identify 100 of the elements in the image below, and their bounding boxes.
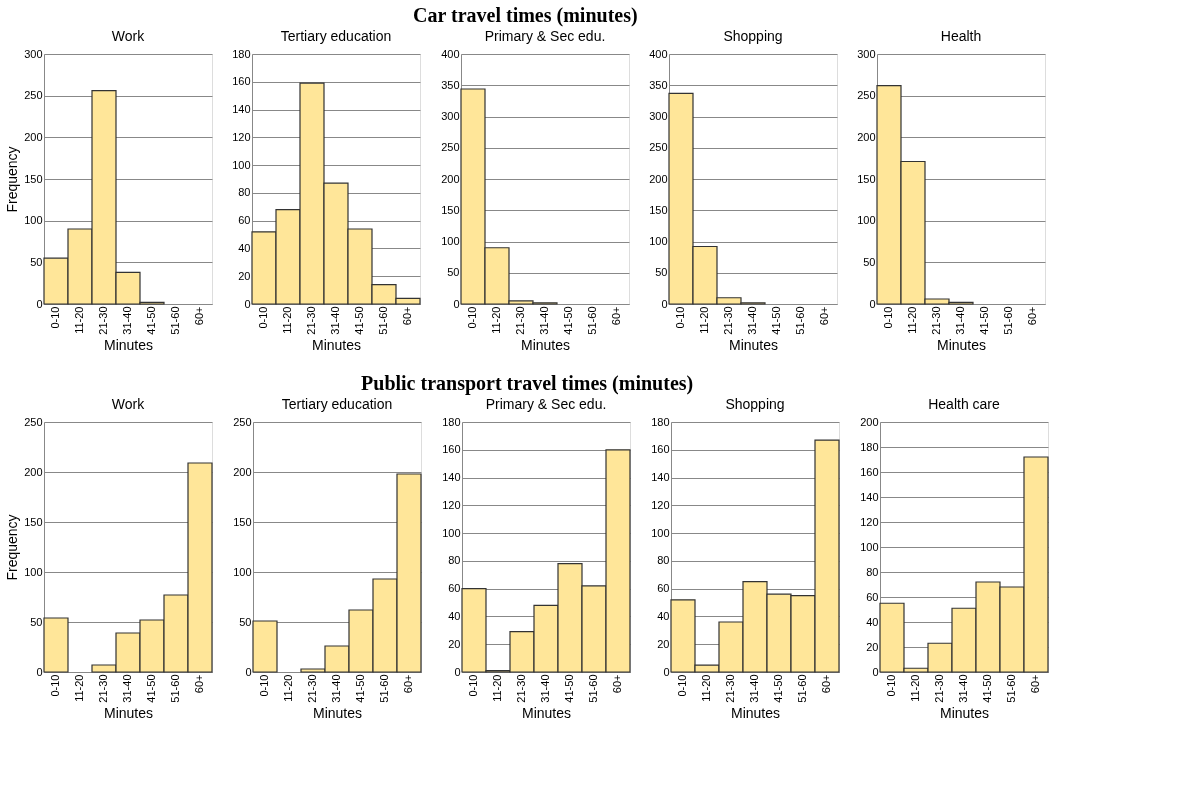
y-tick-label: 0 <box>869 297 876 310</box>
y-tick-label: 300 <box>649 110 668 122</box>
chart-title: Shopping <box>725 396 785 412</box>
x-tick-label: 41-50 <box>563 674 575 703</box>
y-tick-label: 250 <box>857 89 876 102</box>
y-tick-label: 50 <box>30 255 43 268</box>
x-tick-label: 11-20 <box>491 674 503 702</box>
x-axis-title: Minutes <box>728 336 779 353</box>
x-tick-label: 41-50 <box>353 306 365 335</box>
chart-title: Health care <box>928 396 1001 412</box>
y-tick-label: 200 <box>24 130 43 143</box>
x-tick-label: 60+ <box>193 674 205 694</box>
x-tick-label: 31-40 <box>746 306 758 335</box>
y-tick-label: 160 <box>442 443 461 456</box>
y-tick-label: 80 <box>238 186 251 199</box>
x-tick-label: 51-60 <box>586 306 598 335</box>
x-tick-label: 21-30 <box>722 306 734 335</box>
x-tick-label: 51-60 <box>377 306 389 335</box>
y-tick-label: 180 <box>232 47 251 60</box>
x-axis-title: Minutes <box>103 336 154 353</box>
x-tick-label: 0-10 <box>882 306 894 329</box>
x-tick-label: 41-50 <box>145 306 157 335</box>
y-tick-label: 100 <box>232 158 251 171</box>
y-tick-label: 0 <box>36 665 43 678</box>
x-tick-label: 11-20 <box>906 306 918 334</box>
x-tick-label: 21-30 <box>933 674 945 703</box>
y-tick-label: 0 <box>36 297 43 310</box>
x-tick-label: 60+ <box>611 674 623 694</box>
x-tick-label: 41-50 <box>981 674 993 703</box>
y-tick-label: 50 <box>447 266 460 279</box>
y-tick-label: 140 <box>860 490 879 503</box>
y-tick-label: 40 <box>866 615 879 628</box>
chart-title: Shopping <box>723 28 783 44</box>
y-tick-label: 20 <box>657 637 670 650</box>
y-tick-label: 50 <box>655 266 668 279</box>
x-tick-label: 41-50 <box>770 306 782 335</box>
x-tick-label: 11-20 <box>282 674 294 702</box>
y-tick-label: 100 <box>649 235 668 247</box>
x-tick-label: 31-40 <box>748 674 760 703</box>
x-tick-label: 0-10 <box>257 306 269 329</box>
y-tick-label: 40 <box>238 241 251 254</box>
x-axis-title: Minutes <box>939 704 990 721</box>
y-tick-label: 60 <box>657 582 670 595</box>
x-tick-label: 41-50 <box>772 674 784 703</box>
x-axis-title: Minutes <box>730 704 781 721</box>
x-tick-label: 21-30 <box>97 674 109 703</box>
y-tick-label: 250 <box>441 141 460 154</box>
x-tick-label: 51-60 <box>796 674 808 703</box>
x-tick-label: 0-10 <box>676 674 688 697</box>
chart-title: Work <box>111 28 146 44</box>
chart-title: Health <box>940 28 982 44</box>
x-tick-label: 31-40 <box>121 306 133 335</box>
x-tick-label: 21-30 <box>514 306 526 335</box>
y-tick-label: 100 <box>24 214 43 227</box>
x-tick-label: 60+ <box>402 674 414 694</box>
x-tick-label: 21-30 <box>306 674 318 703</box>
x-tick-label: 0-10 <box>885 674 897 697</box>
x-tick-label: 51-60 <box>169 674 181 703</box>
chart-title: Work <box>111 396 146 412</box>
x-axis-title: Minutes <box>521 704 572 721</box>
chart-title: Tertiary education <box>281 396 393 412</box>
x-axis-title: Minutes <box>520 336 571 353</box>
x-tick-label: 11-20 <box>281 306 293 334</box>
y-tick-label: 400 <box>649 47 668 60</box>
x-tick-label: 41-50 <box>562 306 574 335</box>
y-tick-label: 0 <box>454 665 461 678</box>
y-tick-label: 250 <box>24 89 43 102</box>
y-tick-label: 350 <box>649 78 668 91</box>
x-tick-label: 11-20 <box>909 674 921 702</box>
x-tick-label: 51-60 <box>1002 306 1014 335</box>
x-tick-label: 21-30 <box>930 306 942 335</box>
y-tick-label: 180 <box>860 440 879 453</box>
x-tick-label: 0-10 <box>466 306 478 329</box>
y-tick-label: 200 <box>857 130 876 143</box>
y-tick-label: 300 <box>24 47 43 60</box>
y-tick-label: 150 <box>233 515 252 528</box>
x-tick-label: 51-60 <box>794 306 806 335</box>
x-tick-label: 31-40 <box>330 674 342 703</box>
y-tick-label: 300 <box>857 47 876 60</box>
x-tick-label: 31-40 <box>539 674 551 703</box>
y-tick-label: 150 <box>649 203 668 216</box>
y-tick-label: 400 <box>441 47 460 60</box>
y-tick-label: 350 <box>441 78 460 91</box>
y-tick-label: 150 <box>857 172 876 185</box>
x-tick-label: 51-60 <box>1005 674 1017 703</box>
x-tick-label: 31-40 <box>954 306 966 335</box>
y-tick-label: 160 <box>232 75 251 88</box>
x-tick-label: 11-20 <box>698 306 710 334</box>
y-tick-label: 160 <box>860 465 879 478</box>
x-axis-title: Minutes <box>103 704 154 721</box>
y-tick-label: 250 <box>24 415 43 428</box>
x-tick-label: 31-40 <box>121 674 133 703</box>
y-tick-label: 0 <box>663 665 670 678</box>
x-tick-label: 11-20 <box>490 306 502 334</box>
y-tick-label: 250 <box>649 141 668 154</box>
y-tick-label: 100 <box>441 235 460 247</box>
y-tick-label: 140 <box>232 103 251 116</box>
y-tick-label: 0 <box>245 665 252 678</box>
y-tick-label: 60 <box>448 582 461 595</box>
y-tick-label: 40 <box>657 609 670 622</box>
